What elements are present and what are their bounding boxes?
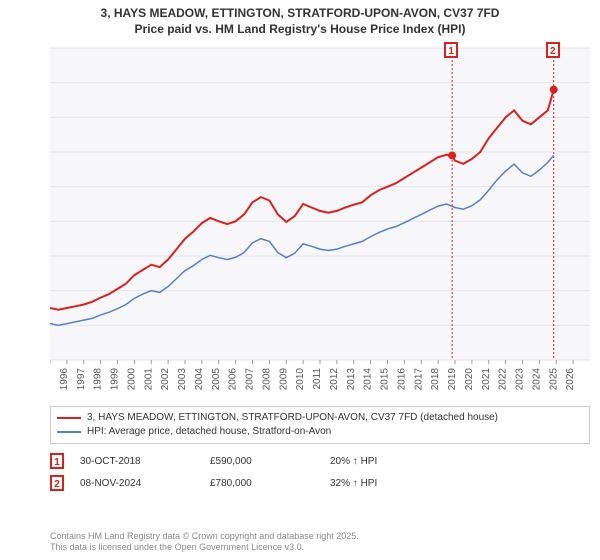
license-line1: Contains HM Land Registry data © Crown c… [50, 531, 359, 541]
legend-label-property: 3, HAYS MEADOW, ETTINGTON, STRATFORD-UPO… [87, 411, 498, 425]
svg-text:2024: 2024 [531, 368, 542, 391]
title-line2: Price paid vs. HM Land Registry's House … [0, 22, 600, 38]
svg-text:2000: 2000 [126, 368, 137, 391]
event-marker-2: 2 [546, 42, 560, 58]
title-line1: 3, HAYS MEADOW, ETTINGTON, STRATFORD-UPO… [101, 6, 500, 20]
svg-text:2006: 2006 [228, 368, 239, 391]
svg-text:2001: 2001 [143, 368, 154, 391]
legend-row-property: 3, HAYS MEADOW, ETTINGTON, STRATFORD-UPO… [57, 411, 583, 425]
svg-text:2019: 2019 [447, 368, 458, 391]
event-table: 1 30-OCT-2018£590,00020% ↑ HPI 2 08-NOV-202… [50, 450, 590, 494]
event-date: 08-NOV-2024 [80, 478, 210, 489]
chart-title: 3, HAYS MEADOW, ETTINGTON, STRATFORD-UPO… [0, 0, 600, 37]
event-row: 1 30-OCT-2018£590,00020% ↑ HPI [50, 450, 590, 472]
svg-text:2013: 2013 [346, 368, 357, 391]
svg-text:2020: 2020 [464, 368, 475, 391]
event-pct: 32% ↑ HPI [330, 478, 450, 489]
svg-text:2015: 2015 [380, 368, 391, 391]
event-row: 2 08-NOV-2024£780,00032% ↑ HPI [50, 472, 590, 494]
svg-text:2004: 2004 [194, 368, 205, 391]
price-chart: £0£100K£200K£300K£400K£500K£600K£700K£80… [50, 44, 590, 396]
svg-text:1996: 1996 [59, 368, 70, 391]
svg-text:2014: 2014 [363, 368, 374, 391]
svg-text:2002: 2002 [160, 368, 171, 391]
swatch-property [57, 417, 81, 419]
license-line2: This data is licensed under the Open Gov… [50, 542, 304, 552]
svg-text:2023: 2023 [515, 368, 526, 391]
event-index-box: 2 [50, 475, 64, 491]
svg-text:2025: 2025 [548, 368, 559, 391]
event-price: £590,000 [210, 456, 330, 467]
svg-text:1995: 1995 [50, 368, 53, 391]
svg-text:2009: 2009 [278, 368, 289, 391]
event-price: £780,000 [210, 478, 330, 489]
svg-text:2010: 2010 [295, 368, 306, 391]
svg-text:2011: 2011 [312, 368, 323, 390]
event-pct: 20% ↑ HPI [330, 456, 450, 467]
svg-text:2026: 2026 [565, 368, 576, 391]
svg-text:2017: 2017 [413, 368, 424, 391]
svg-text:1999: 1999 [110, 368, 121, 391]
swatch-hpi [57, 431, 81, 433]
svg-text:2018: 2018 [430, 368, 441, 391]
svg-text:2003: 2003 [177, 368, 188, 391]
legend: 3, HAYS MEADOW, ETTINGTON, STRATFORD-UPO… [50, 406, 590, 444]
svg-text:2016: 2016 [396, 368, 407, 391]
svg-text:2008: 2008 [261, 368, 272, 391]
license-text: Contains HM Land Registry data © Crown c… [50, 531, 590, 554]
svg-text:2012: 2012 [329, 368, 340, 391]
svg-text:1998: 1998 [93, 368, 104, 391]
svg-text:2007: 2007 [245, 368, 256, 391]
svg-text:2022: 2022 [498, 368, 509, 391]
legend-label-hpi: HPI: Average price, detached house, Stra… [87, 425, 331, 439]
svg-text:2021: 2021 [481, 368, 492, 391]
event-date: 30-OCT-2018 [80, 456, 210, 467]
svg-text:2005: 2005 [211, 368, 222, 391]
svg-text:1997: 1997 [76, 368, 87, 391]
event-index-box: 1 [50, 453, 64, 469]
legend-row-hpi: HPI: Average price, detached house, Stra… [57, 425, 583, 439]
event-marker-1: 1 [444, 42, 458, 58]
